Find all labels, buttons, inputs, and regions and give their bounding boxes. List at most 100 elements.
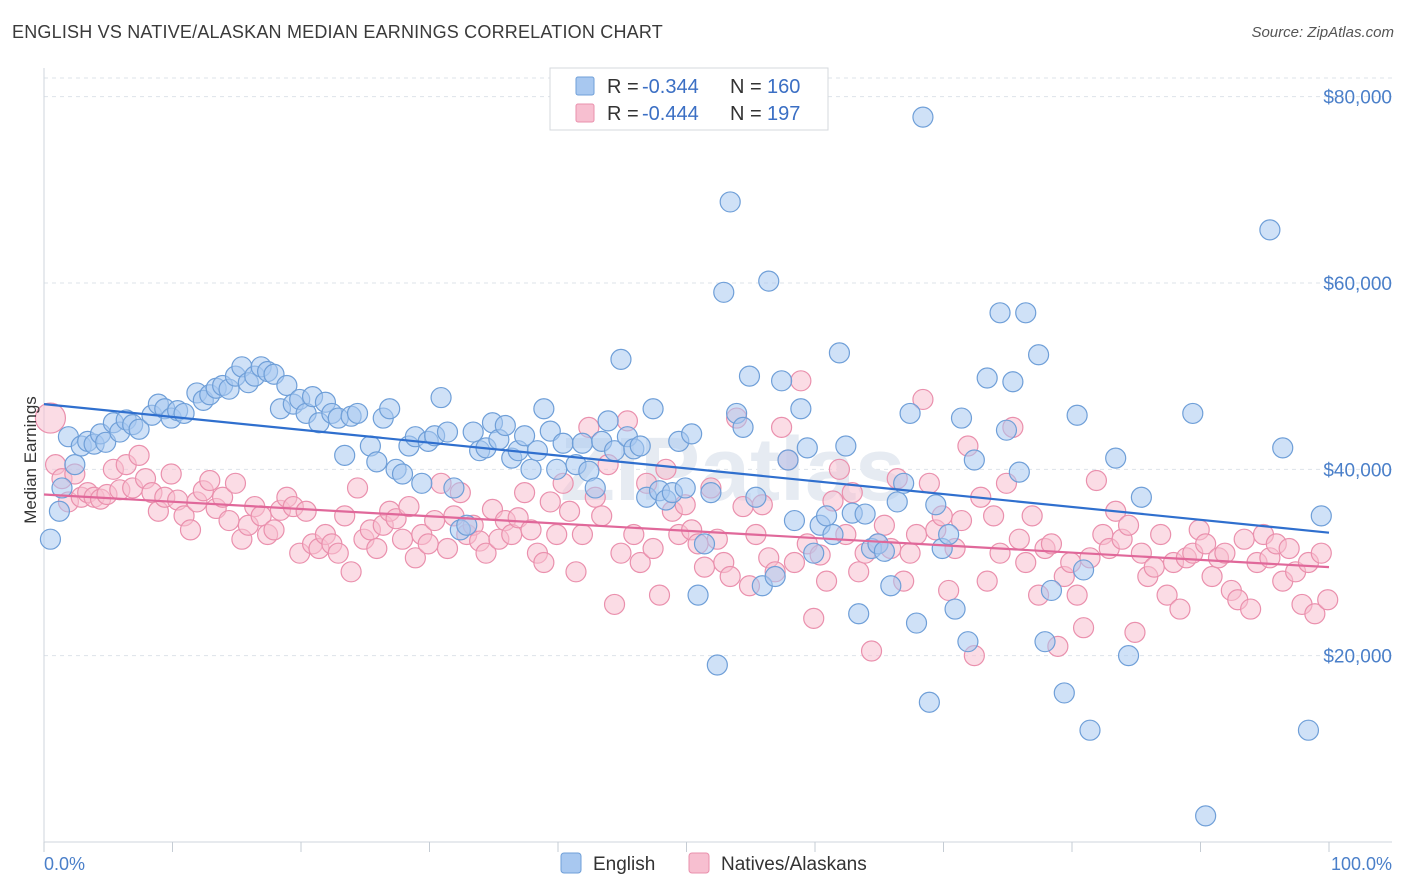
trend-lines	[43, 403, 1330, 569]
data-point	[983, 505, 1005, 527]
data-point	[424, 509, 446, 532]
data-point	[398, 495, 420, 518]
data-point	[263, 519, 285, 541]
legend-r-label-native: R =	[607, 103, 639, 125]
data-point	[1143, 556, 1165, 578]
data-point	[873, 540, 895, 562]
data-point	[886, 491, 908, 513]
data-point	[295, 500, 317, 522]
data-point	[48, 500, 71, 522]
data-point	[1233, 528, 1255, 550]
data-point	[1085, 469, 1108, 492]
data-point	[1002, 371, 1024, 393]
trend-line-english	[43, 403, 1330, 534]
data-point	[436, 537, 459, 560]
data-point	[610, 542, 632, 564]
data-point	[815, 505, 838, 527]
data-point	[854, 503, 876, 525]
data-point	[276, 374, 298, 397]
data-point	[623, 523, 645, 546]
data-point	[674, 477, 696, 499]
legend-r-value-native: -0.444	[642, 103, 699, 125]
data-point	[1201, 565, 1223, 588]
data-point	[905, 523, 928, 546]
x-ticks	[43, 842, 1330, 852]
data-point	[327, 542, 349, 564]
data-point	[539, 491, 561, 513]
data-point	[1195, 533, 1217, 555]
data-point	[513, 425, 536, 447]
data-point	[938, 523, 960, 546]
data-point	[783, 551, 806, 574]
legend-swatch-native	[575, 103, 595, 123]
data-point	[533, 398, 555, 420]
data-point	[1214, 542, 1236, 564]
data-point	[848, 561, 870, 583]
data-point	[1015, 302, 1037, 324]
data-point	[443, 477, 465, 499]
data-point	[366, 537, 388, 560]
data-point	[1310, 505, 1332, 527]
data-point	[783, 509, 806, 532]
data-point	[494, 414, 516, 437]
english-points	[39, 106, 1332, 827]
legend-r-value-english: -0.344	[642, 76, 699, 98]
data-point	[1130, 486, 1152, 508]
data-point	[790, 398, 812, 420]
data-point	[777, 449, 799, 471]
legend-r-label-english: R =	[607, 76, 639, 98]
data-point	[912, 106, 934, 128]
data-point	[334, 444, 356, 466]
data-point	[848, 603, 870, 625]
bottom-legend-swatch-english	[560, 852, 582, 874]
legend-swatch-english	[575, 76, 595, 96]
data-point	[706, 654, 728, 676]
data-point	[571, 432, 594, 454]
data-point	[899, 402, 921, 425]
data-point	[1297, 719, 1320, 741]
data-point	[462, 421, 484, 443]
legend-n-value-english: 160	[767, 76, 800, 98]
data-point	[1105, 447, 1127, 469]
data-point	[976, 570, 998, 592]
legend-n-label-english: N =	[730, 76, 762, 98]
data-point	[1278, 537, 1300, 560]
data-point	[334, 505, 356, 527]
data-point	[160, 463, 182, 485]
data-point	[1124, 621, 1146, 643]
data-point	[905, 612, 928, 634]
data-point	[1053, 682, 1075, 704]
data-point	[1008, 528, 1030, 550]
data-point	[950, 407, 973, 429]
x-tick-label-max: 100.0%	[1331, 854, 1392, 874]
data-point	[655, 458, 677, 480]
data-point	[610, 348, 632, 370]
data-point	[648, 584, 671, 606]
data-point	[340, 561, 362, 583]
data-point	[822, 523, 844, 546]
data-point	[584, 477, 606, 499]
data-point	[1034, 631, 1056, 653]
data-point	[571, 523, 594, 546]
data-point	[860, 640, 883, 662]
data-point	[938, 579, 960, 602]
data-point	[64, 454, 86, 476]
data-point	[128, 444, 150, 466]
data-point	[346, 402, 369, 425]
data-point	[963, 449, 985, 471]
data-point	[346, 477, 369, 499]
data-point	[732, 416, 754, 438]
data-point	[880, 575, 902, 597]
data-point	[828, 342, 851, 364]
data-point	[764, 565, 786, 588]
y-tick-label: $60,000	[1323, 274, 1392, 295]
data-point	[173, 402, 195, 425]
data-point	[1008, 461, 1030, 483]
data-point	[1317, 589, 1339, 611]
data-point	[989, 302, 1011, 324]
data-point	[796, 437, 818, 459]
y-tick-label: $80,000	[1323, 88, 1392, 109]
data-point	[713, 281, 735, 303]
data-point	[1182, 402, 1204, 425]
